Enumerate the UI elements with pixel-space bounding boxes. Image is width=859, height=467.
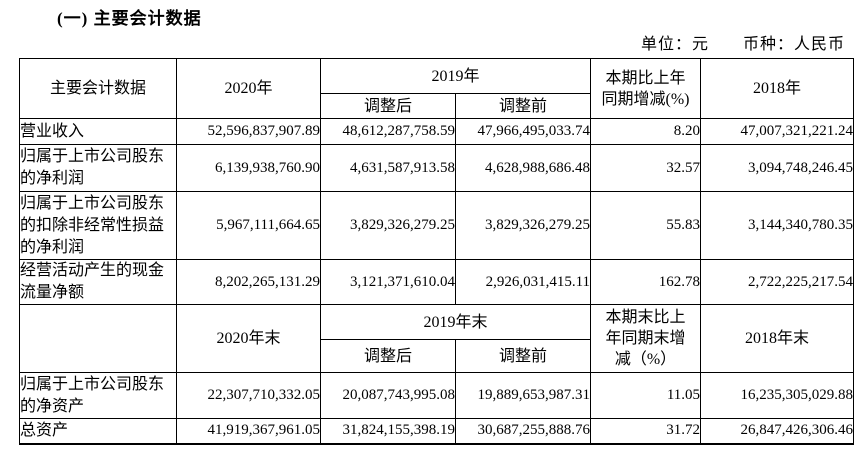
- cell-2018: 2,722,225,217.54: [700, 259, 855, 305]
- header-end-change-pct: 本期末比上 年同期末增 减（%）: [590, 304, 702, 373]
- table-header-row-year: 主要会计数据 2020年 2019年 本期比上年 同期增减(%) 2018年: [19, 58, 855, 119]
- header-adjusted-before: 调整前: [454, 339, 592, 373]
- header-2019: 2019年: [319, 58, 592, 94]
- cell-adjusted-after: 20,087,743,995.08: [320, 372, 456, 419]
- cell-2020: 52,596,837,907.89: [176, 118, 321, 145]
- cell-2018: 47,007,321,221.24: [700, 118, 855, 145]
- table-row: 归属于上市公司股东的净资产 22,307,710,332.05 20,087,7…: [19, 372, 855, 419]
- cell-adjusted-after: 4,631,587,913.58: [320, 144, 456, 192]
- cell-adjusted-before: 4,628,988,686.48: [454, 144, 592, 192]
- cell-adjusted-after: 48,612,287,758.59: [320, 118, 456, 145]
- header-2020: 2020年: [176, 58, 321, 119]
- unit-currency-note: 单位：元 币种：人民币: [640, 36, 845, 53]
- header-empty: [19, 304, 177, 373]
- cell-2018: 16,235,305,029.88: [700, 372, 855, 419]
- cell-2020: 41,919,367,961.05: [176, 418, 321, 445]
- header-adjusted-after: 调整后: [320, 339, 456, 373]
- cell-change-pct: 55.83: [590, 191, 702, 260]
- cell-2018: 26,847,426,306.46: [700, 418, 855, 445]
- cell-change-pct: 31.72: [590, 418, 702, 445]
- header-main-label: 主要会计数据: [19, 58, 177, 119]
- page-title: (一) 主要会计数据: [57, 9, 202, 28]
- cell-2020: 8,202,265,131.29: [176, 259, 321, 305]
- cell-adjusted-before: 19,889,653,987.31: [454, 372, 592, 419]
- header-change-pct: 本期比上年 同期增减(%): [590, 58, 702, 119]
- cell-2020: 5,967,111,664.65: [176, 191, 321, 260]
- cell-change-pct: 8.20: [590, 118, 702, 145]
- cell-adjusted-before: 3,829,326,279.25: [454, 191, 592, 260]
- row-label: 归属于上市公司股东的净资产: [19, 372, 177, 419]
- cell-adjusted-before: 2,926,031,415.11: [454, 259, 592, 305]
- table-row: 经营活动产生的现金流量净额 8,202,265,131.29 3,121,371…: [19, 259, 855, 305]
- header-adjusted-before: 调整前: [454, 93, 592, 119]
- cell-adjusted-before: 47,966,495,033.74: [454, 118, 592, 145]
- table-row: 归属于上市公司股东的扣除非经常性损益的净利润 5,967,111,664.65 …: [19, 191, 855, 260]
- row-label: 总资产: [19, 418, 177, 445]
- header-adjusted-after: 调整后: [320, 93, 456, 119]
- cell-adjusted-before: 30,687,255,888.76: [454, 418, 592, 445]
- cell-2018: 3,094,748,246.45: [700, 144, 855, 192]
- accounting-data-table: 主要会计数据 2020年 2019年 本期比上年 同期增减(%) 2018年 调…: [19, 58, 855, 445]
- table-row: 总资产 41,919,367,961.05 31,824,155,398.19 …: [19, 418, 855, 445]
- row-label: 归属于上市公司股东的扣除非经常性损益的净利润: [19, 191, 177, 260]
- table-subheader-row-adjust: 调整后 调整前: [20, 339, 854, 373]
- table-subheader-row-adjust: 调整后 调整前: [20, 93, 854, 119]
- header-2018: 2018年: [700, 58, 855, 119]
- cell-change-pct: 162.78: [590, 259, 702, 305]
- cell-adjusted-after: 3,829,326,279.25: [320, 191, 456, 260]
- cell-2018: 3,144,340,780.35: [700, 191, 855, 260]
- cell-2020: 6,139,938,760.90: [176, 144, 321, 192]
- cell-change-pct: 11.05: [590, 372, 702, 419]
- cell-2020: 22,307,710,332.05: [176, 372, 321, 419]
- row-label: 经营活动产生的现金流量净额: [19, 259, 177, 305]
- cell-adjusted-after: 3,121,371,610.04: [320, 259, 456, 305]
- header-2020-end: 2020年末: [176, 304, 321, 373]
- table-row: 归属于上市公司股东的净利润 6,139,938,760.90 4,631,587…: [19, 144, 855, 192]
- row-label: 营业收入: [19, 118, 177, 145]
- cell-adjusted-after: 31,824,155,398.19: [320, 418, 456, 445]
- cell-change-pct: 32.57: [590, 144, 702, 192]
- header-2019-end: 2019年末: [319, 304, 592, 340]
- table-header-row-yearend: 2020年末 2019年末 本期末比上 年同期末增 减（%） 2018年末: [19, 304, 855, 373]
- row-label: 归属于上市公司股东的净利润: [19, 144, 177, 192]
- table-row: 营业收入 52,596,837,907.89 48,612,287,758.59…: [19, 118, 855, 145]
- header-2018-end: 2018年末: [700, 304, 855, 373]
